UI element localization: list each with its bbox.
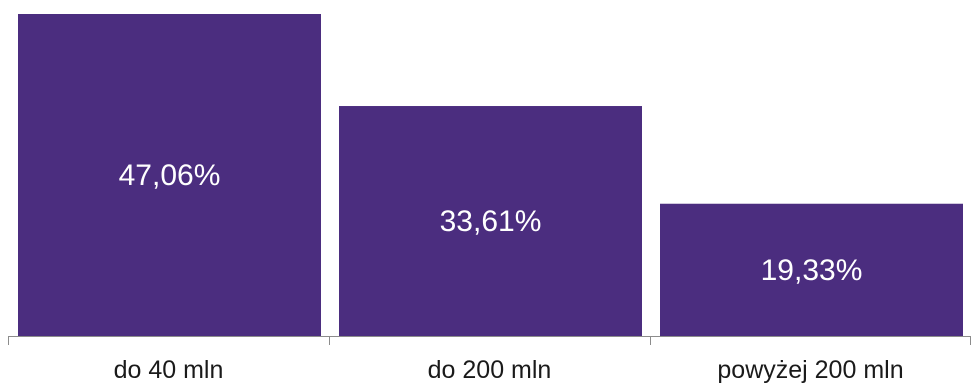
bar-value-label-3: 19,33% [761,254,863,287]
x-tick-label-1: do 40 mln [114,356,224,384]
bar-3 [660,203,963,336]
bar-value-label-1: 47,06% [119,159,221,192]
x-tick-label-2: do 200 mln [428,356,552,384]
bars-group [18,14,963,336]
x-axis-ticks [8,336,971,345]
x-tick-label-3: powyżej 200 mln [717,356,903,384]
bar-1 [18,14,321,336]
bar-labels-group: 47,06% 33,61% 19,33% [119,159,863,287]
bar-2 [339,106,642,336]
bar-value-label-2: 33,61% [440,205,542,238]
x-axis-tick-labels: do 40 mln do 200 mln powyżej 200 mln [114,356,904,384]
